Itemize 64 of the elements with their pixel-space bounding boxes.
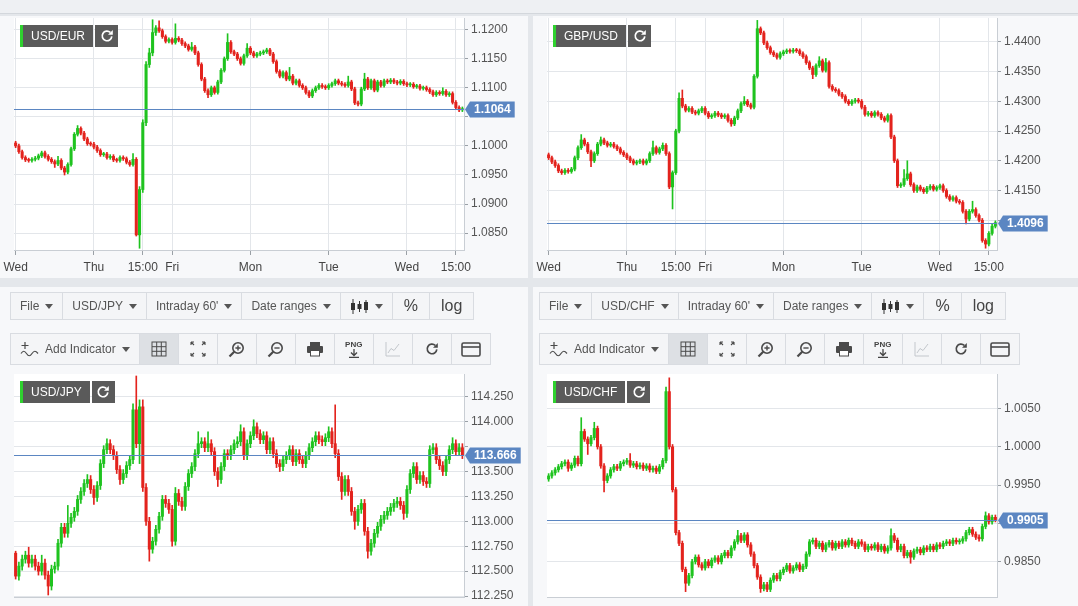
x-tick-label: 15:00	[127, 259, 159, 274]
dropdown-button: Date ranges	[241, 292, 341, 320]
x-tick-label: Fri	[698, 259, 713, 274]
dropdown-button: USD/JPY	[62, 292, 148, 320]
y-tick-label: 1.4350	[1004, 63, 1042, 78]
dropdown-button: Add Indicator	[539, 333, 669, 365]
y-tick-label: 1.4150	[1004, 182, 1042, 197]
x-tick-label: Tue	[851, 259, 873, 274]
y-tick-label: 1.0900	[471, 196, 509, 211]
x-tick-label: Mon	[238, 259, 263, 274]
x-tick-label: 15:00	[660, 259, 692, 274]
y-tick-label: 114.000	[471, 414, 514, 429]
dropdown-button: Intraday 60'	[146, 292, 243, 320]
x-tick-label: Tue	[318, 259, 340, 274]
text: GBP/USD	[553, 25, 627, 47]
ref-line-label: 1.1064	[474, 102, 512, 117]
button: %	[391, 292, 430, 320]
x-tick-label: 15:00	[440, 259, 472, 274]
y-tick-label: 1.4300	[1004, 93, 1042, 108]
dropdown-button: File	[10, 292, 64, 320]
y-tick-label: 1.1150	[471, 51, 508, 66]
button: log	[960, 292, 1006, 320]
dropdown-button: Intraday 60'	[677, 292, 775, 320]
candlestick	[206, 431, 210, 452]
y-tick-label: 113.250	[471, 488, 514, 503]
text: USD/CHF	[553, 381, 626, 403]
x-tick-label: 15:00	[973, 259, 1005, 274]
x-tick-label: Wed	[536, 259, 561, 274]
button: log	[429, 292, 475, 320]
y-tick-label: 1.0050	[1004, 400, 1042, 415]
x-tick-label: Wed	[3, 259, 28, 274]
ref-line-label: 113.666	[474, 448, 518, 463]
y-tick-label: 1.0850	[471, 225, 509, 240]
y-tick-label: 1.0950	[471, 167, 509, 182]
dropdown-button: USD/CHF	[591, 292, 679, 320]
dropdown-button: Add Indicator	[10, 333, 140, 365]
dropdown-button: File	[539, 292, 593, 320]
y-tick-label: 113.000	[471, 513, 514, 528]
x-tick-label: Wed	[394, 259, 420, 274]
y-tick-label: 112.500	[471, 563, 514, 578]
text: USD/JPY	[20, 381, 90, 403]
button: %	[923, 292, 962, 320]
y-tick-label: 114.250	[471, 389, 514, 404]
y-tick-label: 1.4200	[1004, 153, 1042, 168]
ref-line-label: 1.4096	[1007, 216, 1045, 231]
y-tick-label: 1.4400	[1004, 34, 1042, 49]
y-tick-label: 1.4250	[1004, 123, 1042, 138]
x-tick-label: Thu	[616, 259, 638, 274]
y-tick-label: 0.9850	[1004, 554, 1042, 569]
y-tick-label: 113.500	[471, 463, 514, 478]
x-tick-label: Fri	[165, 259, 180, 274]
y-tick-label: 1.1200	[471, 21, 509, 36]
dropdown-button: Date ranges	[773, 292, 873, 320]
text: USD/EUR	[20, 25, 94, 47]
y-tick-label: 1.0000	[1004, 439, 1042, 454]
x-tick-label: Mon	[771, 259, 796, 274]
ref-line-label: 0.9905	[1007, 513, 1045, 528]
y-tick-label: 1.1100	[471, 80, 508, 95]
y-tick-label: 112.250	[471, 588, 514, 603]
y-tick-label: 112.750	[471, 538, 514, 553]
x-tick-label: Thu	[83, 259, 105, 274]
y-tick-label: 1.1000	[471, 138, 509, 153]
x-tick-label: Wed	[927, 259, 953, 274]
y-tick-label: 0.9950	[1004, 477, 1042, 492]
